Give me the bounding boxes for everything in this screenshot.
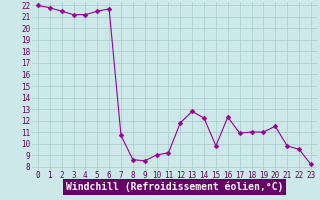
X-axis label: Windchill (Refroidissement éolien,°C): Windchill (Refroidissement éolien,°C) [66,182,283,192]
